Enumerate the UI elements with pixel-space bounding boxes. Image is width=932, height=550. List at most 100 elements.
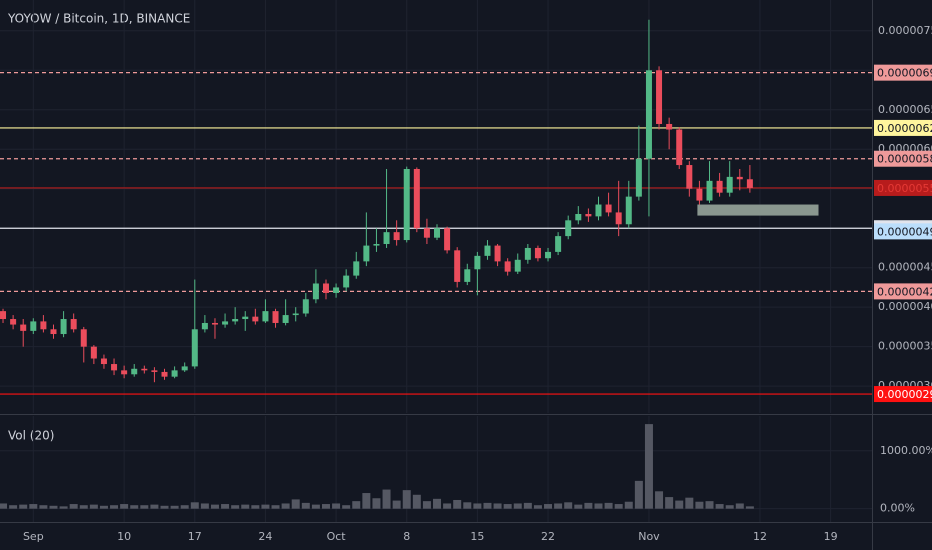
volume-bar [463,502,472,509]
candle-body [464,269,471,282]
volume-bar [39,505,48,509]
candle-body [454,250,461,282]
candle-body [80,329,87,347]
volume-tick-label: 0.00% [880,502,915,515]
candle-body [232,319,239,322]
candle-body [262,311,269,322]
candle-body [605,204,612,213]
volume-bar [564,502,573,509]
volume-bar [190,502,199,509]
volume-bar [110,505,119,509]
candle-body [645,70,652,159]
candle-body [171,370,178,377]
volume-bar [69,504,78,509]
candle-body [413,168,420,229]
volume-bar [0,503,8,509]
candle-body [272,311,279,323]
candle-body [474,255,481,270]
x-tick-label: 8 [403,530,410,543]
volume-bar [412,494,421,509]
candle-body [746,179,753,188]
candle-body [181,366,188,371]
level-label: 0.00000697 [877,67,932,80]
y-tick-label: 0.00000650 [878,103,932,116]
volume-bar [614,504,623,509]
volume-bar [422,501,431,509]
volume-bar [725,505,734,509]
volume-bar [99,505,108,509]
volume-bar [483,502,492,509]
volume-bar [453,499,462,509]
x-tick-label: 15 [470,530,484,543]
candle-body [393,232,400,241]
volume-bar [523,502,532,509]
level-badge [874,223,932,240]
candle-body [211,322,218,325]
x-tick-label: 12 [753,530,767,543]
volume-bar [120,504,129,509]
volume-bar [705,501,714,509]
volume-bar [372,498,381,509]
chart-title: YOYOW / Bitcoin, 1D, BINANCE [7,12,190,26]
volume-bar [544,504,553,509]
volume-bar [140,505,149,509]
volume-bar [604,502,613,509]
volume-bar [392,500,401,509]
volume-bar [473,503,482,509]
candle-body [121,370,128,375]
candle-body [676,129,683,166]
volume-bar [735,503,744,509]
x-tick-label: Sep [23,530,44,543]
candle-body [666,123,673,130]
level-badge [874,386,932,403]
volume-bar [79,505,88,509]
candle-body [191,329,198,367]
volume-tick-label: 1000.00% [880,444,932,457]
candle-body [151,370,158,372]
volume-bar [291,499,300,509]
candle-body [131,368,138,375]
volume-bar [584,502,593,509]
x-tick-label: 19 [824,530,838,543]
level-badge [874,64,932,81]
candle-body [656,70,663,124]
volume-bar [402,490,411,509]
level-badge [874,179,932,196]
candle-body [423,228,430,238]
candle-body [484,245,491,256]
candle-body [90,346,97,359]
volume-bar [150,504,159,509]
level-badge [874,119,932,136]
candle-body [595,204,602,217]
candle-body [383,232,390,245]
candle-body [363,245,370,262]
volume-bar [644,424,653,509]
volume-bar [624,501,633,509]
volume-bar [533,505,542,509]
candle-body [625,196,632,225]
candle-body [252,316,259,322]
volume-bar [89,504,98,509]
candle-body [30,321,37,331]
level-label: 0.00000420 [877,285,932,298]
candle-body [555,236,562,252]
candle-body [20,324,27,331]
level-label: 0.00000290 [877,388,932,401]
y-tick-label: 0.00000400 [878,300,932,313]
volume-bar [554,503,563,509]
volume-bar [634,480,643,509]
volume-bar [594,503,603,509]
volume-bar [261,504,270,509]
level-badge [874,283,932,300]
volume-bar [695,501,704,509]
candle-body [434,228,441,238]
candle-body [565,220,572,237]
x-tick-label: 10 [117,530,131,543]
y-tick-label: 0.00000350 [878,340,932,353]
volume-bar [513,503,522,509]
candle-body [302,299,309,314]
x-tick-label: 17 [188,530,202,543]
y-tick-label: 0.00000750 [878,24,932,37]
volume-bar [675,500,684,509]
volume-bar [332,503,341,509]
